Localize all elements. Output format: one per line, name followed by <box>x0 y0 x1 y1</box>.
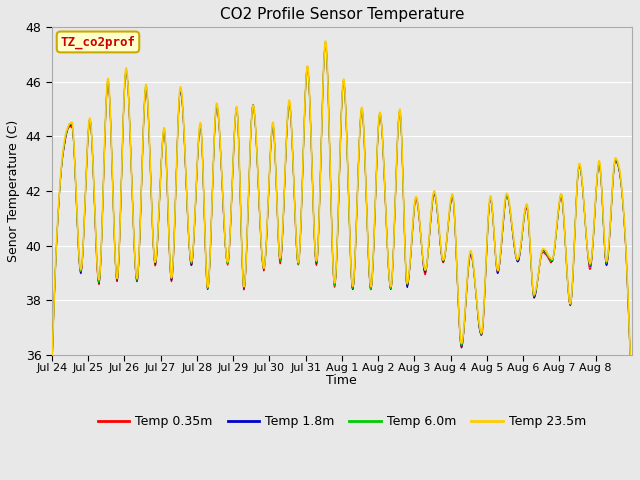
Temp 23.5m <box>321 38 329 44</box>
Line: Temp 0.35m: Temp 0.35m <box>52 45 632 414</box>
Temp 6.0m <box>621 225 628 231</box>
Temp 1.8m <box>628 409 636 415</box>
Temp 6.0m <box>479 320 487 326</box>
Line: Temp 6.0m: Temp 6.0m <box>52 42 632 411</box>
Temp 23.5m <box>628 408 636 413</box>
Temp 23.5m <box>327 200 335 205</box>
Title: CO2 Profile Sensor Temperature: CO2 Profile Sensor Temperature <box>220 7 464 22</box>
Temp 23.5m <box>479 319 487 325</box>
Temp 6.0m <box>628 408 636 414</box>
Temp 23.5m <box>139 149 147 155</box>
Temp 23.5m <box>48 367 56 373</box>
Line: Temp 1.8m: Temp 1.8m <box>52 43 632 412</box>
X-axis label: Time: Time <box>326 374 357 387</box>
Temp 0.35m <box>628 411 636 417</box>
Temp 1.8m <box>139 151 147 156</box>
Temp 0.35m <box>327 203 335 208</box>
Temp 23.5m <box>621 223 628 229</box>
Temp 1.8m <box>327 203 335 208</box>
Temp 6.0m <box>48 369 56 374</box>
Line: Temp 23.5m: Temp 23.5m <box>52 41 632 410</box>
Temp 1.8m <box>321 40 329 46</box>
Temp 1.8m <box>564 285 572 291</box>
Temp 1.8m <box>479 321 487 326</box>
Temp 0.35m <box>316 196 324 202</box>
Temp 0.35m <box>48 371 56 376</box>
Temp 6.0m <box>564 285 572 290</box>
Y-axis label: Senor Temperature (C): Senor Temperature (C) <box>7 120 20 262</box>
Legend: Temp 0.35m, Temp 1.8m, Temp 6.0m, Temp 23.5m: Temp 0.35m, Temp 1.8m, Temp 6.0m, Temp 2… <box>93 410 591 433</box>
Text: TZ_co2prof: TZ_co2prof <box>61 36 136 48</box>
Temp 0.35m <box>321 42 329 48</box>
Temp 0.35m <box>621 227 628 233</box>
Temp 23.5m <box>316 194 324 200</box>
Temp 1.8m <box>621 227 628 232</box>
Temp 1.8m <box>48 370 56 375</box>
Temp 1.8m <box>316 196 324 202</box>
Temp 6.0m <box>316 196 324 202</box>
Temp 6.0m <box>327 201 335 206</box>
Temp 6.0m <box>139 150 147 156</box>
Temp 6.0m <box>321 39 329 45</box>
Temp 0.35m <box>479 324 487 330</box>
Temp 0.35m <box>139 152 147 158</box>
Temp 23.5m <box>564 284 572 289</box>
Temp 0.35m <box>564 285 572 291</box>
